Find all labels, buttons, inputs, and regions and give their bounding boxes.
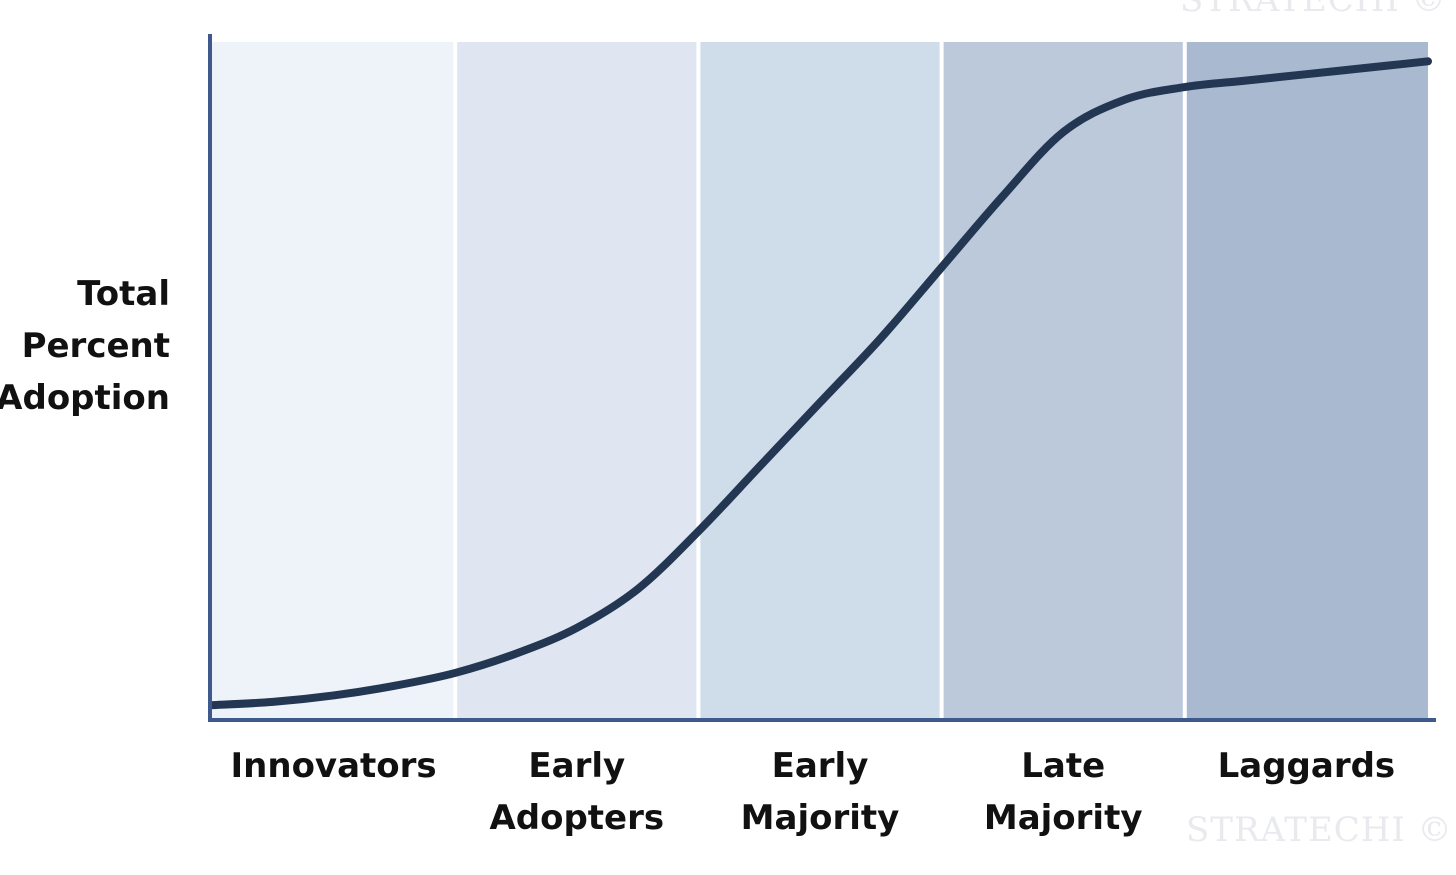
x-tick-label: Early Adopters bbox=[462, 740, 692, 844]
band-laggards bbox=[1184, 42, 1428, 718]
x-tick-label-line: Innovators bbox=[230, 746, 437, 786]
watermark-bottom: STRATECHI © bbox=[1186, 810, 1453, 850]
x-tick-label-line: Late bbox=[1021, 746, 1106, 786]
category-bands bbox=[212, 42, 1428, 718]
band-dividers bbox=[453, 42, 1187, 718]
x-tick-label-line: Early bbox=[528, 746, 626, 786]
x-tick-label: Early Majority bbox=[705, 740, 935, 844]
y-axis-label-line: Adoption bbox=[0, 378, 170, 418]
y-axis-label-line: Percent bbox=[21, 326, 170, 366]
watermark-top: STRATECHI © bbox=[1180, 0, 1447, 20]
x-tick-label: Innovators bbox=[219, 740, 449, 792]
x-tick-label-line: Majority bbox=[983, 798, 1143, 838]
band-innovators bbox=[212, 42, 456, 718]
band-early-majority bbox=[698, 42, 942, 718]
x-tick-label-line: Early bbox=[771, 746, 869, 786]
band-early-adopters bbox=[455, 42, 699, 718]
x-tick-label-line: Adopters bbox=[489, 798, 665, 838]
x-tick-label-line: Majority bbox=[740, 798, 900, 838]
y-axis-label-line: Total bbox=[77, 274, 170, 314]
adoption-curve bbox=[208, 57, 1432, 710]
band-late-majority bbox=[941, 42, 1185, 718]
x-tick-label: Laggards bbox=[1191, 740, 1421, 792]
x-tick-label-line: Laggards bbox=[1217, 746, 1396, 786]
x-tick-label: Late Majority bbox=[948, 740, 1178, 844]
